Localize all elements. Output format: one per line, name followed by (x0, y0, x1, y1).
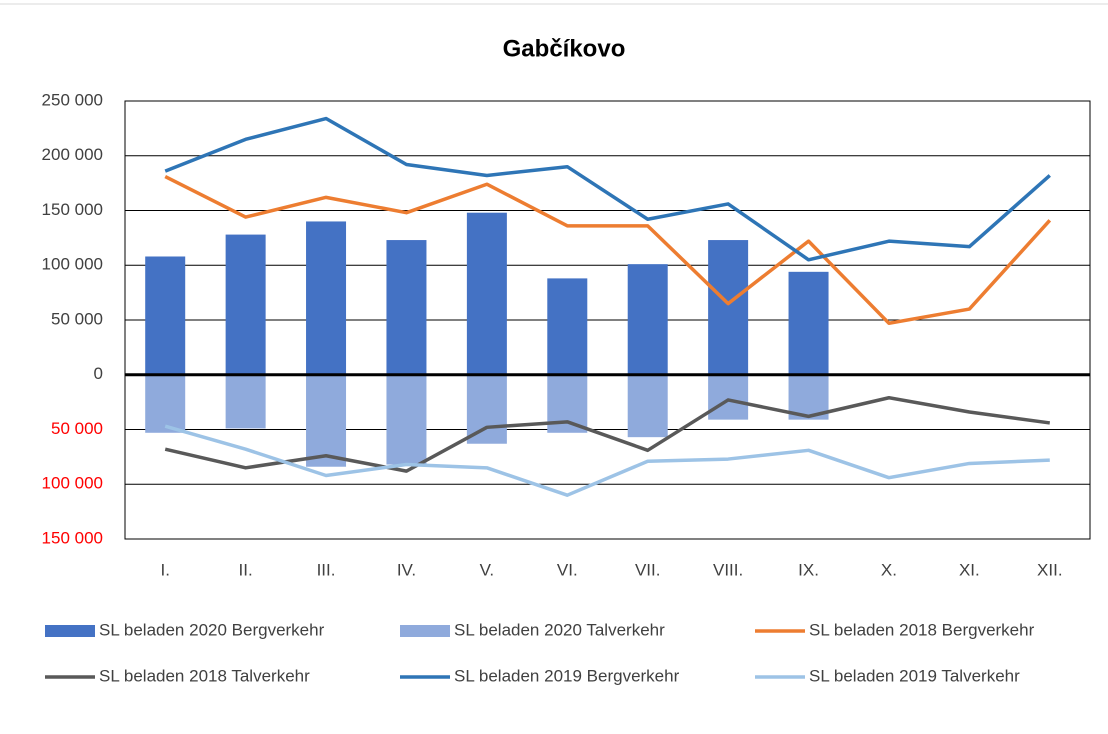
legend-label: SL beladen 2018 Bergverkehr (809, 620, 1035, 639)
bar (627, 264, 668, 375)
x-tick-label: VI. (557, 560, 578, 579)
chart-title: Gabčíkovo (503, 35, 626, 62)
bar (708, 374, 749, 420)
x-tick-label: V. (480, 560, 495, 579)
bar (708, 240, 749, 375)
bar (225, 234, 266, 375)
x-tick-label: XII. (1037, 560, 1063, 579)
bar (225, 374, 266, 429)
y-tick-label: 50 000 (51, 419, 103, 438)
legend-label: SL beladen 2019 Bergverkehr (454, 666, 680, 685)
line (164, 174, 1052, 326)
bar (386, 374, 427, 465)
bar (145, 256, 186, 375)
line (164, 395, 1051, 473)
y-tick-label: 250 000 (42, 90, 103, 109)
x-tick-label: I. (160, 560, 169, 579)
legend-swatch (45, 625, 95, 637)
x-tick-label: VIII. (713, 560, 743, 579)
y-tick-label: 100 000 (42, 474, 103, 493)
bar (547, 278, 588, 375)
y-tick-label: 0 (94, 364, 103, 383)
x-tick-label: XI. (959, 560, 980, 579)
x-tick-label: III. (317, 560, 336, 579)
y-tick-label: 100 000 (42, 255, 103, 274)
x-tick-label: X. (881, 560, 897, 579)
legend-swatch (400, 625, 450, 637)
x-tick-label: II. (239, 560, 253, 579)
plot-border (124, 100, 1091, 540)
line (164, 424, 1050, 497)
legend-label: SL beladen 2018 Talverkehr (99, 666, 310, 685)
x-tick-label: VII. (635, 560, 661, 579)
bar (306, 374, 347, 467)
bar (627, 374, 668, 438)
legend-label: SL beladen 2020 Talverkehr (454, 620, 665, 639)
bar (386, 240, 427, 375)
legend-label: SL beladen 2019 Talverkehr (809, 666, 1020, 685)
y-tick-label: 150 000 (42, 200, 103, 219)
bar (788, 271, 829, 375)
y-tick-label: 200 000 (42, 145, 103, 164)
bar (466, 212, 507, 375)
x-tick-label: IX. (798, 560, 819, 579)
x-tick-label: IV. (397, 560, 416, 579)
line (164, 116, 1051, 262)
bar (145, 374, 186, 433)
y-tick-label: 50 000 (51, 309, 103, 328)
y-tick-label: 150 000 (42, 528, 103, 547)
bar (466, 374, 507, 444)
legend-label: SL beladen 2020 Bergverkehr (99, 620, 325, 639)
bar (306, 221, 347, 375)
